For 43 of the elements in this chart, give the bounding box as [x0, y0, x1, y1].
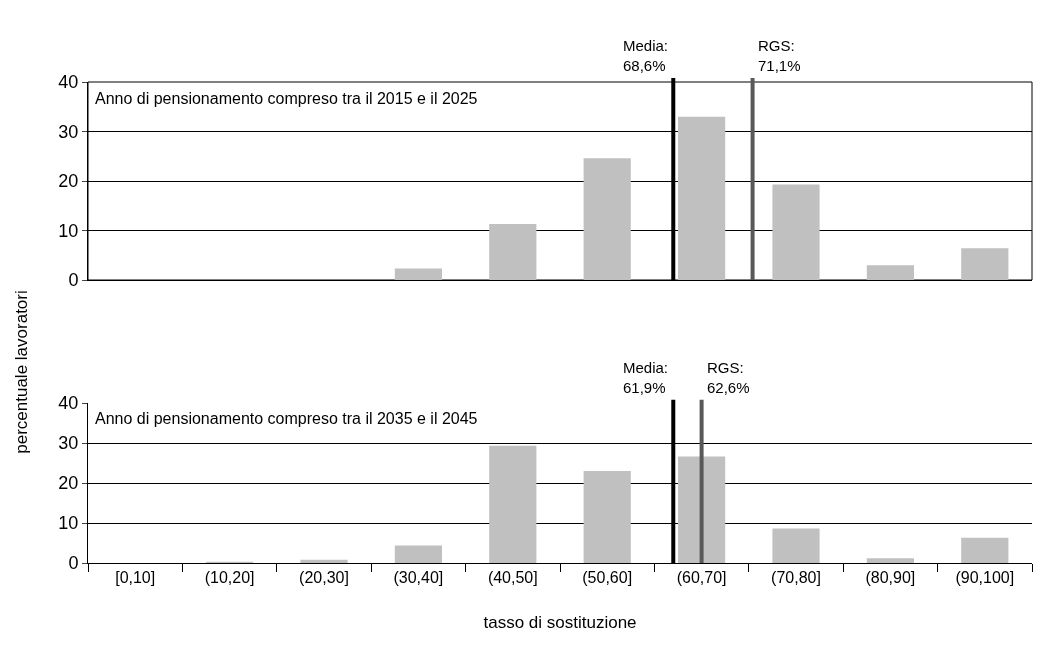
y-tick-label: 10: [58, 513, 79, 534]
y-tick-label: 40: [58, 393, 79, 414]
x-tick-label: (40,50]: [487, 569, 538, 587]
y-tick-label: 40: [58, 72, 79, 93]
x-tick-label: [0,10]: [115, 569, 156, 587]
y-tick-label: 30: [58, 121, 79, 142]
bar: [489, 224, 537, 280]
bar: [394, 545, 442, 563]
ref-line-label: Media: 68,6%: [623, 37, 669, 74]
x-axis-title: tasso di sostituzione: [483, 612, 637, 632]
bar: [300, 559, 348, 563]
x-tick-label: (70,80]: [771, 569, 821, 587]
chart-title: Anno di pensionamento compreso tra il 2035 e il 2045: [95, 410, 478, 427]
ref-line-label: RGS: 62,6%: [707, 359, 750, 396]
ref-line-label: RGS: 71,1%: [758, 37, 801, 74]
y-axis-title: percentuale lavoratori: [12, 290, 32, 454]
y-tick-label: 0: [68, 270, 79, 291]
bar: [678, 456, 726, 563]
text: Anno di pensionamento compreso tra il 2015 e il 2025: [95, 90, 478, 107]
y-tick-label: 20: [58, 473, 79, 494]
y-tick-label: 10: [58, 220, 79, 241]
bar: [583, 471, 631, 563]
x-tick-label: (80,90]: [865, 569, 916, 587]
ref-line-label: Media: 61,9%: [623, 359, 669, 396]
bar: [961, 537, 1009, 563]
y-tick-label: 20: [58, 171, 79, 192]
bar: [489, 445, 537, 563]
x-tick-label: (90,100]: [955, 569, 1015, 587]
bar: [772, 528, 820, 563]
bar: [583, 158, 631, 280]
bar: [866, 265, 914, 280]
bar: [961, 248, 1009, 280]
bar: [866, 558, 914, 563]
bar: [394, 268, 442, 280]
y-tick-label: 0: [68, 553, 79, 574]
x-tick-label: (30,40]: [393, 569, 444, 587]
bar: [772, 184, 820, 280]
x-tick-label: (50,60]: [582, 569, 633, 587]
x-tick-label: (10,20]: [204, 569, 255, 587]
bar: [678, 116, 726, 280]
x-tick-label: (20,30]: [299, 569, 349, 587]
y-tick-label: 30: [58, 433, 79, 454]
x-tick-label: (60,70]: [676, 569, 727, 587]
